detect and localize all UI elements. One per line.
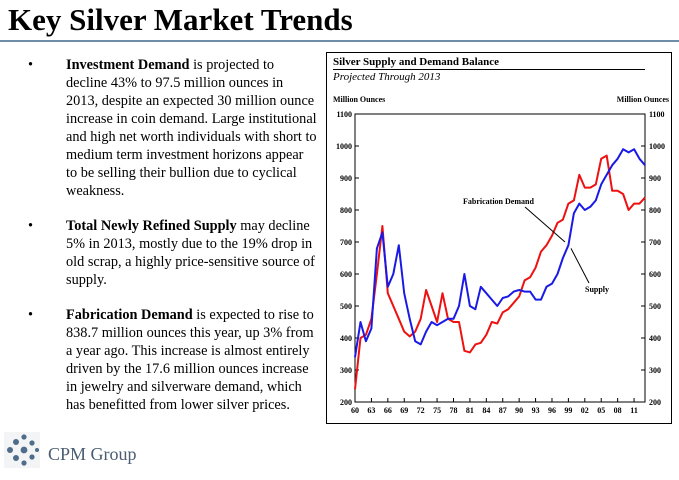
x-tick-label: 96 [548, 406, 556, 415]
bullet-marker: • [28, 307, 34, 323]
y-tick-label-left: 300 [340, 366, 352, 375]
x-tick-label: 02 [581, 406, 589, 415]
y-axis-label-left: Million Ounces [333, 95, 385, 104]
y-tick-label-left: 500 [340, 302, 352, 311]
y-tick-label-right: 1000 [649, 142, 665, 151]
bullet-refined-supply: • Total Newly Refined Supply may decline… [28, 217, 318, 289]
y-tick-label-left: 900 [340, 174, 352, 183]
bullet-heading: Fabrication Demand [66, 307, 193, 323]
y-tick-label-right: 700 [649, 238, 661, 247]
leader-line-supply [570, 248, 590, 284]
series-line-fabrication [354, 154, 646, 390]
y-tick-label-right: 500 [649, 302, 661, 311]
chart-subtitle: Projected Through 2013 [333, 71, 441, 83]
bullet-text: is projected to decline 43% to 97.5 mill… [66, 57, 317, 199]
y-tick-label-right: 800 [649, 206, 661, 215]
bullet-text: may decline 5% in 2013, mostly due to th… [66, 218, 315, 288]
x-tick-label: 93 [532, 406, 540, 415]
x-tick-label: 69 [400, 406, 408, 415]
x-tick-label: 05 [597, 406, 605, 415]
series-label-fabrication: Fabrication Demand [463, 197, 534, 206]
x-tick-label: 78 [449, 406, 457, 415]
y-tick-label-left: 800 [340, 206, 352, 215]
bullet-text: is expected to rise to 838.7 million oun… [66, 307, 314, 413]
chart-plot: Million Ounces Million Ounces 200 200 300 300… [333, 95, 669, 415]
x-tick-label: 99 [564, 406, 572, 415]
x-tick-label: 90 [515, 406, 523, 415]
y-tick-label-right: 400 [649, 334, 661, 343]
y-tick-label-left: 1000 [336, 142, 352, 151]
bullet-list: • Investment Demand is projected to decl… [28, 56, 318, 431]
y-tick-label-left: 700 [340, 238, 352, 247]
x-tick-label: 72 [417, 406, 425, 415]
series-label-supply: Supply [585, 285, 609, 294]
cpm-logo-icon [4, 432, 40, 468]
y-tick-label-right: 900 [649, 174, 661, 183]
x-tick-label: 08 [614, 406, 622, 415]
y-tick-label-left: 200 [340, 398, 352, 407]
y-tick-label-left: 600 [340, 270, 352, 279]
y-tick-label-left: 1100 [336, 110, 352, 119]
series-line-supply [354, 148, 646, 358]
bullet-heading: Investment Demand [66, 57, 190, 73]
x-tick-label: 11 [630, 406, 638, 415]
chart-panel: Silver Supply and Demand Balance Project… [326, 52, 672, 424]
y-tick-label-right: 200 [649, 398, 661, 407]
x-tick-label: 63 [367, 406, 375, 415]
x-tick-label: 75 [433, 406, 441, 415]
bullet-investment-demand: • Investment Demand is projected to decl… [28, 56, 318, 200]
y-tick-label-left: 400 [340, 334, 352, 343]
chart-title: Silver Supply and Demand Balance [333, 56, 645, 70]
x-tick-label: 66 [384, 406, 392, 415]
bullet-marker: • [28, 218, 34, 234]
bullet-fabrication-demand: • Fabrication Demand is expected to rise… [28, 306, 318, 414]
y-tick-label-right: 600 [649, 270, 661, 279]
title-divider [0, 40, 679, 42]
plot-frame [354, 113, 646, 403]
leader-line-fabrication [524, 206, 566, 243]
slide-title: Key Silver Market Trends [8, 2, 353, 37]
bullet-heading: Total Newly Refined Supply [66, 218, 237, 234]
company-name: CPM Group [48, 444, 137, 464]
y-tick-label-right: 1100 [649, 110, 665, 119]
y-axis-label-right: Million Ounces [617, 95, 669, 104]
x-tick-label: 60 [351, 406, 359, 415]
x-tick-label: 84 [482, 406, 490, 415]
y-tick-label-right: 300 [649, 366, 661, 375]
bullet-marker: • [28, 57, 34, 73]
x-tick-label: 87 [499, 406, 507, 415]
x-tick-label: 81 [466, 406, 474, 415]
